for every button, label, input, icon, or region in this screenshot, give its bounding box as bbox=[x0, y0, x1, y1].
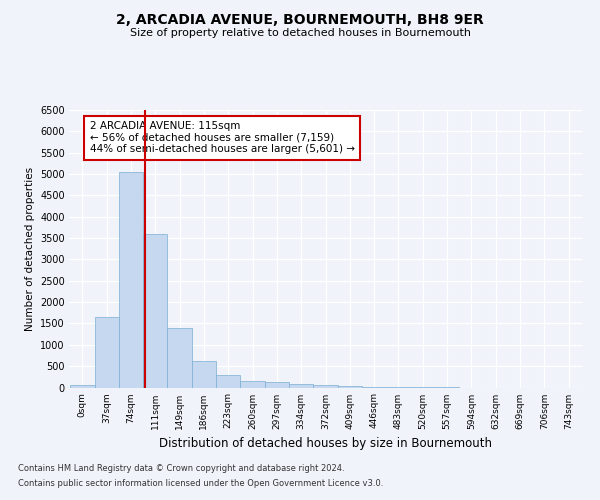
Bar bbox=[119, 172, 143, 388]
Text: Contains HM Land Registry data © Crown copyright and database right 2024.: Contains HM Land Registry data © Crown c… bbox=[18, 464, 344, 473]
Bar bbox=[143, 234, 167, 388]
Y-axis label: Number of detached properties: Number of detached properties bbox=[25, 166, 35, 331]
X-axis label: Distribution of detached houses by size in Bournemouth: Distribution of detached houses by size … bbox=[159, 437, 492, 450]
Bar bbox=[216, 374, 241, 388]
Text: Contains public sector information licensed under the Open Government Licence v3: Contains public sector information licen… bbox=[18, 479, 383, 488]
Text: 2 ARCADIA AVENUE: 115sqm
← 56% of detached houses are smaller (7,159)
44% of sem: 2 ARCADIA AVENUE: 115sqm ← 56% of detach… bbox=[89, 121, 355, 154]
Bar bbox=[192, 361, 216, 388]
Bar bbox=[289, 384, 313, 388]
Bar bbox=[70, 385, 95, 388]
Text: Size of property relative to detached houses in Bournemouth: Size of property relative to detached ho… bbox=[130, 28, 470, 38]
Bar bbox=[167, 328, 192, 388]
Bar bbox=[95, 317, 119, 388]
Bar bbox=[265, 382, 289, 388]
Text: 2, ARCADIA AVENUE, BOURNEMOUTH, BH8 9ER: 2, ARCADIA AVENUE, BOURNEMOUTH, BH8 9ER bbox=[116, 12, 484, 26]
Bar bbox=[313, 385, 338, 388]
Bar bbox=[241, 381, 265, 388]
Bar bbox=[338, 386, 362, 388]
